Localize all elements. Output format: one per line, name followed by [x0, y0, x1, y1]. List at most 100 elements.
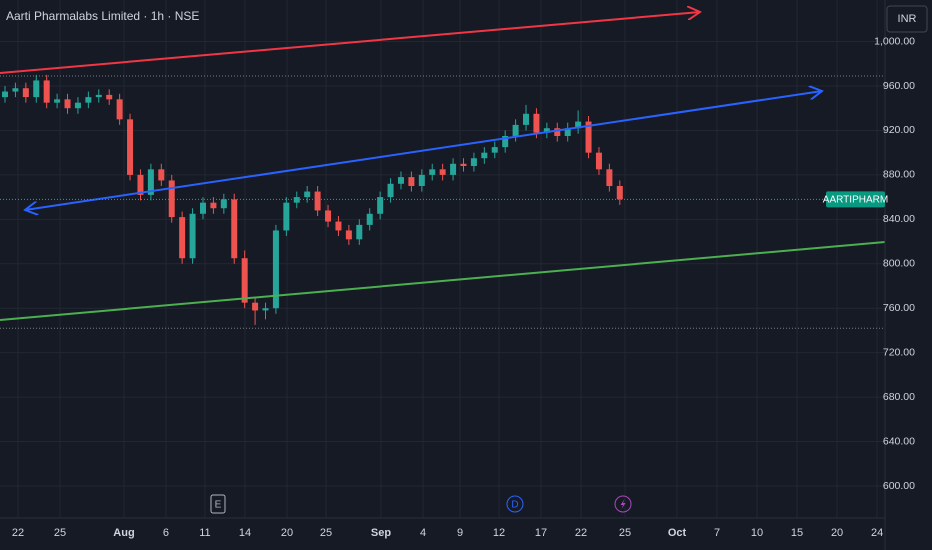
y-tick-label: 600.00	[883, 480, 915, 492]
y-tick-label: 880.00	[883, 169, 915, 181]
candle-body	[606, 169, 613, 186]
candle-body	[387, 183, 394, 198]
candle-body	[533, 113, 540, 133]
y-tick-label: 640.00	[883, 435, 915, 447]
y-tick-label: 960.00	[883, 80, 915, 92]
candle-body	[481, 152, 488, 159]
candle-body	[460, 163, 467, 166]
x-tick-label: 22	[575, 527, 587, 539]
trend-line	[25, 91, 822, 210]
candle-body	[116, 99, 123, 120]
candle-body	[43, 80, 50, 103]
candle-body	[179, 217, 186, 259]
y-tick-label: 1,000.00	[874, 35, 915, 47]
candle-body	[335, 221, 342, 231]
y-tick-label: 680.00	[883, 391, 915, 403]
candle-body	[189, 213, 196, 259]
x-tick-label: 10	[751, 527, 763, 539]
y-tick-label: 720.00	[883, 346, 915, 358]
x-tick-label: 12	[493, 527, 505, 539]
candle-body	[33, 80, 40, 98]
event-bolt	[620, 499, 626, 509]
x-tick-label: 6	[163, 527, 169, 539]
event-label: E	[215, 500, 222, 511]
x-tick-label: 20	[831, 527, 843, 539]
currency-label[interactable]: INR	[898, 13, 917, 25]
y-tick-label: 760.00	[883, 302, 915, 314]
y-tick-label: 840.00	[883, 213, 915, 225]
candle-body	[418, 174, 425, 186]
candle-body	[429, 169, 436, 175]
event-icon[interactable]	[506, 495, 524, 513]
candle-body	[616, 186, 623, 200]
candle-body	[304, 191, 311, 198]
candle-body	[220, 199, 227, 209]
candle-body	[272, 230, 279, 309]
candle-body	[127, 119, 134, 175]
event-icon[interactable]	[614, 495, 632, 513]
candle-body	[231, 199, 238, 259]
x-tick-label: 9	[457, 527, 463, 539]
candle-body	[366, 213, 373, 225]
candle-body	[22, 88, 29, 98]
candle-body	[450, 163, 457, 175]
candle-body	[54, 99, 61, 103]
candle-body	[470, 158, 477, 166]
x-tick-label: 7	[714, 527, 720, 539]
x-tick-label: Sep	[371, 527, 391, 539]
x-tick-label: 20	[281, 527, 293, 539]
x-tick-label: 25	[320, 527, 332, 539]
x-tick-label: 15	[791, 527, 803, 539]
candle-body	[241, 258, 248, 303]
candle-body	[408, 177, 415, 186]
candle-body	[512, 124, 519, 136]
candle-body	[397, 177, 404, 184]
candle-body	[439, 169, 446, 175]
candle-body	[85, 97, 92, 103]
candle-body	[523, 113, 530, 125]
x-tick-label: 17	[535, 527, 547, 539]
y-tick-label: 800.00	[883, 258, 915, 270]
candle-body	[356, 224, 363, 240]
candle-body	[283, 202, 290, 231]
candle-body	[74, 102, 81, 109]
candle-body	[293, 197, 300, 203]
candle-body	[199, 202, 206, 214]
candle-body	[491, 147, 498, 153]
chart-title: Aarti Pharmalabs Limited · 1h · NSE	[6, 9, 199, 23]
x-tick-label: 24	[871, 527, 883, 539]
candle-body	[12, 88, 19, 92]
x-tick-label: 14	[239, 527, 251, 539]
symbol-label: AARTIPHARM	[823, 194, 888, 205]
candle-body	[106, 94, 113, 100]
candle-body	[95, 94, 102, 98]
x-tick-label: 25	[54, 527, 66, 539]
trend-line	[0, 12, 700, 74]
candle-body	[252, 302, 259, 311]
candle-body	[345, 230, 352, 240]
x-tick-label: Oct	[668, 527, 687, 539]
symbol-label-box	[826, 191, 885, 208]
candle-body	[168, 180, 175, 218]
x-tick-label: 11	[199, 527, 210, 539]
x-tick-label: 4	[420, 527, 426, 539]
grid	[0, 0, 885, 518]
x-tick-label: 22	[12, 527, 24, 539]
candle-body	[64, 99, 71, 109]
candle-body	[2, 91, 9, 98]
candle-body	[314, 191, 321, 211]
event-label: D	[511, 500, 518, 511]
candle-body	[158, 169, 165, 181]
y-tick-label: 920.00	[883, 124, 915, 136]
x-tick-label: Aug	[113, 527, 134, 539]
axes: 600.00 640.00 680.00 720.00 760.00 800.00 840.…	[12, 35, 915, 539]
currency-button[interactable]	[886, 5, 928, 33]
plot	[0, 12, 886, 329]
trend-line	[0, 241, 886, 321]
candle-body	[595, 152, 602, 170]
x-tick-label: 25	[619, 527, 631, 539]
event-icon[interactable]	[210, 494, 226, 514]
candle-body	[262, 308, 269, 311]
